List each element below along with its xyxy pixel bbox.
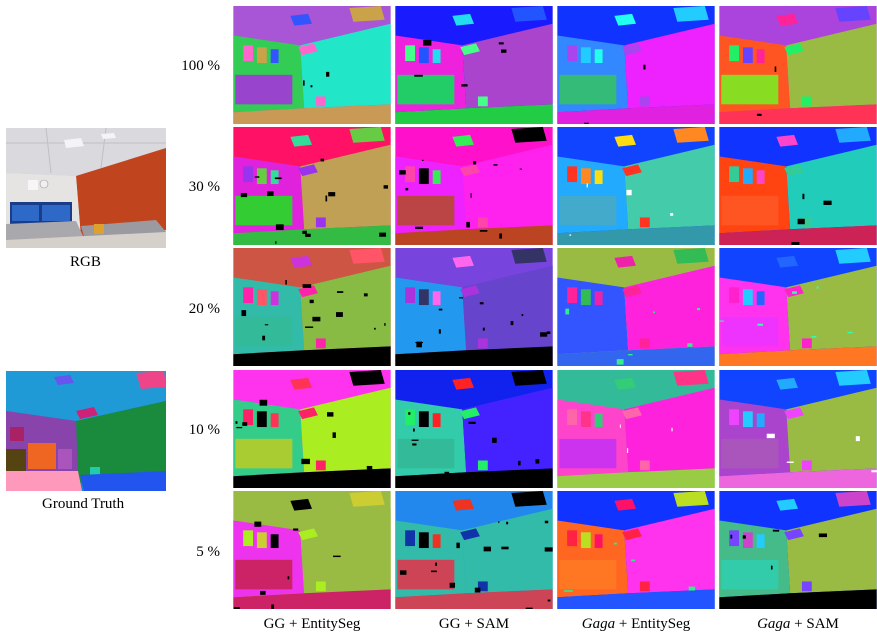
seg-tile-gaga-sam-5 — [719, 491, 877, 609]
seg-tile-gaga-sam-30 — [719, 127, 877, 245]
ground-truth-label: Ground Truth — [42, 496, 125, 512]
seg-tile-gg-sam-20 — [395, 248, 553, 366]
seg-tile-gaga-entityseg-20 — [557, 248, 715, 366]
col-caption-gg-entityseg: GG + EntitySeg — [263, 616, 361, 632]
row-label-30: 30 % — [188, 179, 220, 195]
ground-truth-image — [6, 371, 166, 491]
seg-tile-gaga-sam-10 — [719, 370, 877, 488]
seg-tile-gg-entityseg-30 — [233, 127, 391, 245]
row-label-100: 100 % — [181, 58, 220, 74]
seg-tile-gg-sam-100 — [395, 6, 553, 124]
seg-tile-gaga-sam-20 — [719, 248, 877, 366]
seg-tile-gaga-entityseg-5 — [557, 491, 715, 609]
seg-tile-gg-entityseg-5 — [233, 491, 391, 609]
row-label-10: 10 % — [188, 422, 220, 438]
seg-tile-gaga-entityseg-30 — [557, 127, 715, 245]
seg-tile-gg-entityseg-20 — [233, 248, 391, 366]
row-label-5: 5 % — [196, 544, 220, 560]
seg-tile-gaga-sam-100 — [719, 6, 877, 124]
rgb-label: RGB — [70, 254, 101, 270]
col-caption-gaga-sam: Gaga + SAM — [757, 616, 839, 632]
col-caption-gg-sam: GG + SAM — [438, 616, 510, 632]
row-label-20: 20 % — [188, 301, 220, 317]
rgb-image — [6, 128, 166, 248]
seg-tile-gg-entityseg-100 — [233, 6, 391, 124]
seg-tile-gg-sam-30 — [395, 127, 553, 245]
seg-tile-gaga-entityseg-10 — [557, 370, 715, 488]
seg-tile-gaga-entityseg-100 — [557, 6, 715, 124]
seg-tile-gg-sam-10 — [395, 370, 553, 488]
seg-tile-gg-sam-5 — [395, 491, 553, 609]
seg-tile-gg-entityseg-10 — [233, 370, 391, 488]
col-caption-gaga-entityseg: Gaga + EntitySeg — [581, 616, 691, 632]
